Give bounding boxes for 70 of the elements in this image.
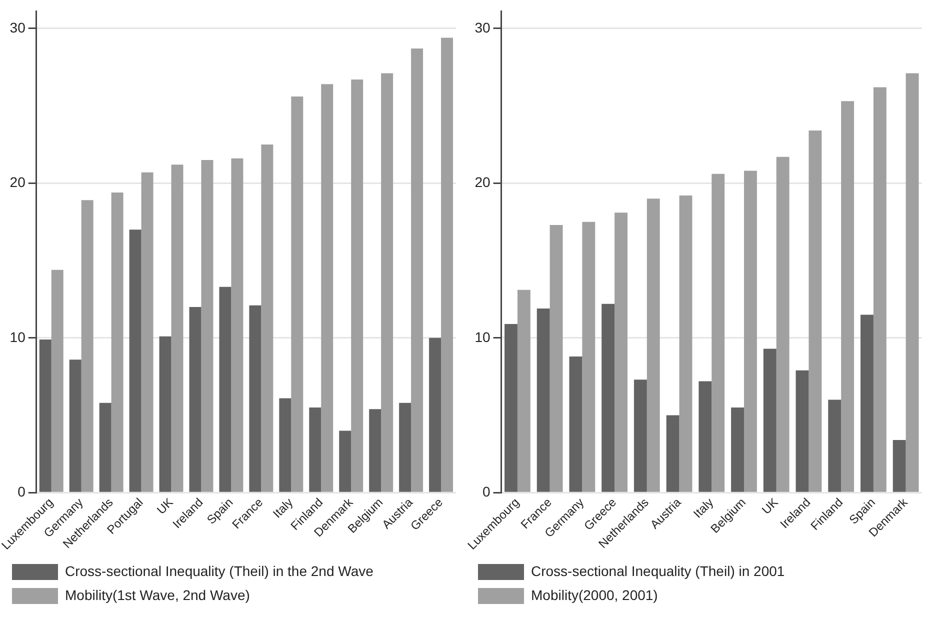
bar (381, 73, 394, 492)
y-tick-label: 0 (482, 484, 490, 500)
bar (411, 48, 424, 492)
bar (828, 400, 842, 492)
bar (189, 306, 202, 492)
bar (744, 170, 757, 492)
bar (776, 156, 790, 492)
bar (712, 174, 725, 492)
bar (351, 79, 364, 492)
bar (291, 96, 304, 492)
bar (536, 308, 550, 492)
bar (279, 398, 292, 492)
bar (231, 158, 244, 492)
bar (841, 101, 854, 492)
y-tick-label: 30 (10, 19, 26, 36)
bar (646, 198, 660, 492)
bar (569, 356, 582, 492)
bar (201, 160, 214, 492)
x-tick-label: UK (759, 495, 781, 517)
bar (141, 172, 154, 492)
x-tick-label: Italy (270, 495, 296, 521)
bar (111, 192, 124, 492)
bar (796, 370, 809, 492)
legend-label: Mobility(1st Wave, 2nd Wave) (65, 586, 250, 603)
legend-label: Mobility(2000, 2001) (531, 586, 658, 603)
bar (321, 84, 334, 492)
y-tick-label: 20 (474, 174, 490, 190)
y-tick-label: 10 (10, 328, 26, 345)
bar (582, 222, 596, 492)
bar (99, 402, 112, 492)
bar (679, 196, 692, 492)
bar (504, 324, 518, 492)
y-tick-label: 10 (474, 328, 490, 345)
bar (51, 270, 64, 492)
bar (81, 200, 94, 492)
bar (309, 408, 322, 492)
bar (249, 305, 262, 492)
bar (39, 339, 52, 492)
bar (441, 38, 454, 492)
bar (614, 212, 628, 492)
bar (860, 314, 874, 492)
bar (763, 348, 776, 492)
bar (602, 304, 615, 492)
bar (906, 73, 919, 492)
bar (698, 381, 712, 492)
bar (171, 164, 184, 492)
bar (517, 290, 530, 492)
x-tick-label: Italy (690, 495, 716, 521)
bar (550, 224, 563, 492)
bar (219, 286, 232, 492)
y-tick-label: 20 (10, 174, 26, 190)
bar (69, 360, 82, 492)
legend-label: Cross-sectional Inequality (Theil) in the 2nd Wave (65, 562, 374, 579)
bar (808, 130, 822, 492)
bar (892, 440, 906, 492)
bar (429, 338, 442, 492)
bar (339, 430, 352, 492)
bar (129, 230, 142, 492)
y-tick-label: 0 (18, 484, 26, 500)
bar (399, 402, 412, 492)
legend-label: Cross-sectional Inequality (Theil) in 2001 (531, 562, 785, 579)
bar (666, 415, 680, 492)
bar (873, 87, 886, 492)
bar (634, 380, 647, 492)
x-tick-label: UK (154, 495, 176, 517)
bar (731, 408, 744, 492)
bar (261, 144, 274, 492)
bar (159, 336, 172, 492)
bar (369, 409, 382, 492)
y-tick-label: 30 (474, 19, 490, 36)
